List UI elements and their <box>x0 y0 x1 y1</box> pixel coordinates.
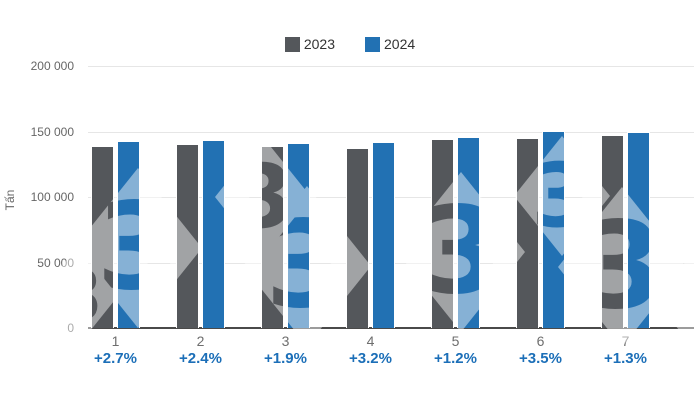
x-category-label: 1 <box>111 333 120 349</box>
bar-2024-cat4[interactable] <box>371 142 395 328</box>
bar-2023-cat7[interactable] <box>600 134 624 328</box>
y-tick-label: 200 000 <box>30 59 74 73</box>
bar-2023-cat4[interactable] <box>345 147 369 328</box>
change-percent-label: +1.2% <box>434 350 477 367</box>
legend-label: 2023 <box>303 36 335 52</box>
change-percent-label: +3.5% <box>519 350 562 367</box>
x-category-label: 4 <box>366 333 375 349</box>
plot-area: 0 50 000 100 000 150 000 200 000 1 +2.7% 2 +2.4%… <box>31 59 694 367</box>
legend-label: 2024 <box>384 36 416 52</box>
gridline-150000 <box>88 131 694 133</box>
bar-2024-cat1[interactable] <box>116 141 140 328</box>
bar-2024-cat2[interactable] <box>201 139 225 328</box>
change-percent-label: +1.3% <box>604 350 647 367</box>
legend-item-2024[interactable]: 2024 <box>365 36 415 52</box>
bar-2023-cat5[interactable] <box>430 138 454 328</box>
change-percent-label: +3.2% <box>349 350 392 367</box>
y-tick-label: 50 000 <box>37 255 74 270</box>
change-percent-label: +1.9% <box>264 350 307 367</box>
bar-2023-cat6[interactable] <box>515 137 539 328</box>
gridline-200000 <box>88 66 694 67</box>
x-category-label: 5 <box>451 333 460 349</box>
y-tick-label: 0 <box>67 321 74 335</box>
chart-legend: 2023 2024 <box>0 36 700 52</box>
x-category-label: 7 <box>621 333 630 349</box>
legend-swatch-2024 <box>365 36 380 52</box>
bar-2023-cat2[interactable] <box>175 143 199 328</box>
y-tick-label: 100 000 <box>30 190 74 204</box>
bar-2024-cat7[interactable] <box>626 132 650 328</box>
legend-swatch-2023 <box>284 36 300 52</box>
bar-2024-cat5[interactable] <box>456 136 480 328</box>
x-category-label: 3 <box>281 333 290 349</box>
bar-2023-cat1[interactable] <box>90 146 114 328</box>
bar-2024-cat3[interactable] <box>286 143 310 328</box>
legend-item-2023[interactable]: 2023 <box>284 36 335 52</box>
bar-2024-cat6[interactable] <box>541 131 565 328</box>
bar-2023-cat3[interactable] <box>260 146 284 328</box>
x-category-label: 6 <box>536 333 545 349</box>
y-tick-label: 150 000 <box>30 124 74 139</box>
x-axis-line <box>88 327 694 329</box>
change-percent-label: +2.4% <box>179 350 222 367</box>
change-percent-label: +2.7% <box>94 350 137 367</box>
x-category-label: 2 <box>196 333 205 349</box>
